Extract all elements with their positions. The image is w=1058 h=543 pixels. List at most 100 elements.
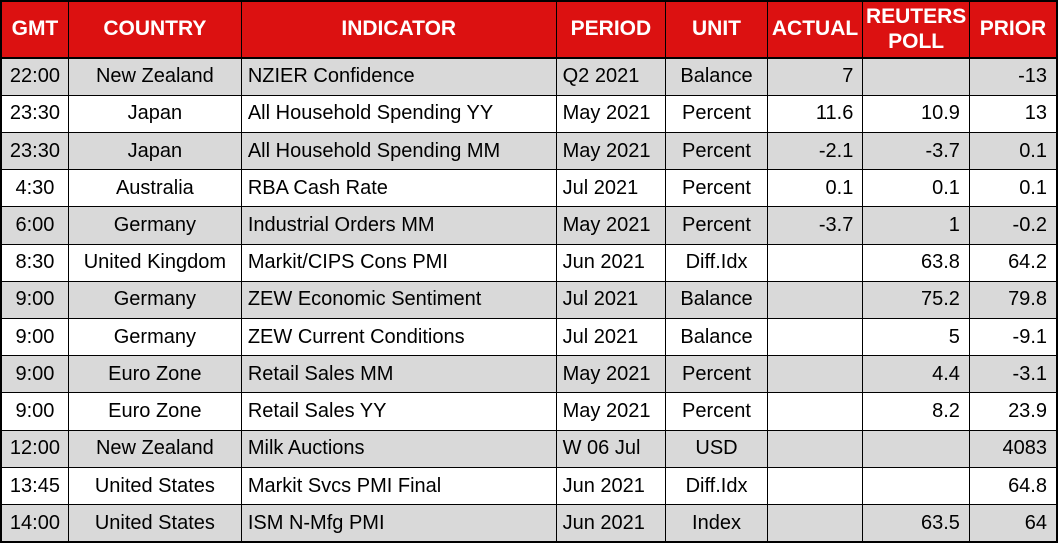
table-row: 9:00 Euro Zone Retail Sales MM May 2021 Perc… [0,355,1058,394]
cell-unit: Balance [665,318,768,357]
cell-actual [766,466,864,506]
cell-period: W 06 Jul [555,429,667,468]
cell-gmt: 8:30 [0,243,69,282]
cell-country: Japan [67,94,242,133]
cell-period: May 2021 [555,131,667,171]
cell-actual [766,355,864,394]
table-row: 9:00 Germany ZEW Current Conditions Jul 202… [0,318,1058,357]
cell-unit: Percent [665,392,768,431]
cell-gmt: 6:00 [0,206,69,245]
cell-unit: Index [665,504,768,543]
cell-country: United States [67,466,242,506]
cell-period: Jun 2021 [555,504,667,543]
column-header-reuters_poll: REUTERS POLL [862,0,970,59]
cell-indicator: RBA Cash Rate [240,169,557,208]
cell-country: Japan [67,131,242,171]
table-row: 6:00 Germany Industrial Orders MM May 2021 P… [0,206,1058,245]
cell-reuters_poll: 0.1 [862,169,970,208]
cell-gmt: 9:00 [0,280,69,320]
cell-prior: 4083 [968,429,1058,468]
table-row: 12:00 New Zealand Milk Auctions W 06 Jul USD… [0,429,1058,468]
column-header-period: PERIOD [555,0,667,59]
cell-prior: 23.9 [968,392,1058,431]
cell-period: Jul 2021 [555,318,667,357]
cell-unit: Percent [665,131,768,171]
cell-actual: -3.7 [766,206,864,245]
cell-country: Euro Zone [67,355,242,394]
table-row: 13:45 United States Markit Svcs PMI Final J… [0,466,1058,506]
cell-reuters_poll: 1 [862,206,970,245]
table-row: 23:30 Japan All Household Spending MM May 2… [0,131,1058,171]
column-header-country: COUNTRY [67,0,242,59]
cell-gmt: 13:45 [0,466,69,506]
cell-indicator: All Household Spending YY [240,94,557,133]
cell-gmt: 9:00 [0,355,69,394]
column-header-actual: ACTUAL [766,0,864,59]
cell-indicator: ISM N-Mfg PMI [240,504,557,543]
cell-period: Jul 2021 [555,169,667,208]
cell-indicator: Retail Sales YY [240,392,557,431]
cell-unit: Percent [665,94,768,133]
cell-country: United States [67,504,242,543]
cell-indicator: Markit/CIPS Cons PMI [240,243,557,282]
cell-prior: -0.2 [968,206,1058,245]
cell-country: United Kingdom [67,243,242,282]
cell-prior: -3.1 [968,355,1058,394]
cell-actual: 7 [766,57,864,96]
column-header-indicator: INDICATOR [240,0,557,59]
cell-unit: Balance [665,57,768,96]
cell-unit: Percent [665,206,768,245]
cell-period: May 2021 [555,355,667,394]
cell-prior: 64.8 [968,466,1058,506]
cell-reuters_poll: 8.2 [862,392,970,431]
cell-gmt: 23:30 [0,94,69,133]
cell-reuters_poll: 10.9 [862,94,970,133]
cell-actual [766,504,864,543]
table-row: 14:00 United States ISM N-Mfg PMI Jun 2021 I… [0,504,1058,543]
cell-indicator: Retail Sales MM [240,355,557,394]
cell-prior: 0.1 [968,169,1058,208]
table-row: 23:30 Japan All Household Spending YY May 2… [0,94,1058,133]
cell-indicator: Industrial Orders MM [240,206,557,245]
cell-gmt: 14:00 [0,504,69,543]
column-header-gmt: GMT [0,0,69,59]
cell-period: May 2021 [555,94,667,133]
cell-unit: USD [665,429,768,468]
cell-country: Euro Zone [67,392,242,431]
cell-country: Australia [67,169,242,208]
cell-gmt: 9:00 [0,318,69,357]
cell-actual [766,243,864,282]
cell-prior: 64.2 [968,243,1058,282]
cell-reuters_poll: 4.4 [862,355,970,394]
cell-reuters_poll: -3.7 [862,131,970,171]
cell-actual: 11.6 [766,94,864,133]
cell-indicator: Milk Auctions [240,429,557,468]
cell-period: Q2 2021 [555,57,667,96]
column-header-unit: UNIT [665,0,768,59]
cell-reuters_poll: 5 [862,318,970,357]
cell-actual [766,429,864,468]
column-header-prior: PRIOR [968,0,1058,59]
cell-period: Jun 2021 [555,243,667,282]
cell-actual: 0.1 [766,169,864,208]
cell-unit: Percent [665,355,768,394]
cell-indicator: Markit Svcs PMI Final [240,466,557,506]
table-header: GMT COUNTRY INDICATOR PERIOD UNIT ACTUAL REUTE… [0,0,1058,59]
cell-gmt: 12:00 [0,429,69,468]
cell-gmt: 22:00 [0,57,69,96]
cell-actual [766,280,864,320]
cell-prior: 0.1 [968,131,1058,171]
cell-gmt: 4:30 [0,169,69,208]
cell-prior: 64 [968,504,1058,543]
table-row: 22:00 New Zealand NZIER Confidence Q2 2021 B… [0,57,1058,96]
cell-period: May 2021 [555,392,667,431]
cell-unit: Diff.Idx [665,466,768,506]
cell-country: New Zealand [67,57,242,96]
cell-indicator: NZIER Confidence [240,57,557,96]
cell-reuters_poll: 75.2 [862,280,970,320]
cell-unit: Percent [665,169,768,208]
cell-actual: -2.1 [766,131,864,171]
cell-reuters_poll [862,429,970,468]
cell-country: Germany [67,318,242,357]
cell-indicator: ZEW Economic Sentiment [240,280,557,320]
